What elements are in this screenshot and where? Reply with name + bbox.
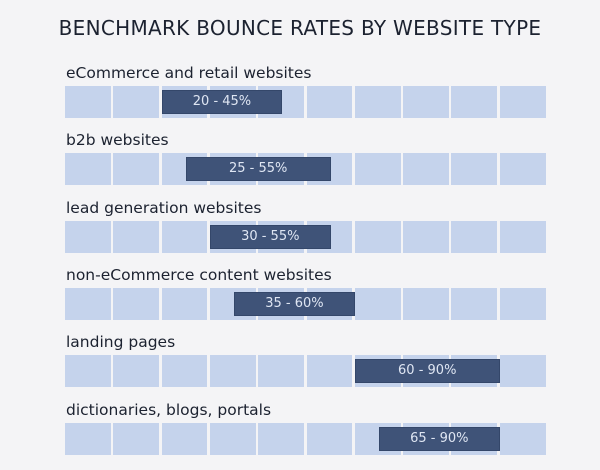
grid-cell xyxy=(499,220,546,253)
grid-cell xyxy=(451,86,498,118)
grid-cell xyxy=(161,220,208,253)
grid-cell xyxy=(65,422,111,455)
range-bar-dictionaries-blogs-portals: 65 - 90% xyxy=(378,426,500,451)
grid-cell xyxy=(65,287,111,320)
grid-cell xyxy=(354,153,401,186)
grid-cell xyxy=(403,86,449,118)
grid-cell xyxy=(113,355,160,388)
grid-cell xyxy=(354,220,401,253)
grid-cell xyxy=(306,355,353,388)
category-label-ecommerce-and-retail-websites: eCommerce and retail websites xyxy=(66,64,312,82)
grid-cell xyxy=(161,287,208,320)
grid-cell xyxy=(258,355,305,388)
grid-cell xyxy=(499,355,546,388)
grid-cell xyxy=(113,86,160,118)
grid-cell xyxy=(451,153,498,186)
grid-cell xyxy=(65,355,111,388)
range-bar-ecommerce-and-retail-websites: 20 - 45% xyxy=(161,90,283,114)
grid-cell xyxy=(65,86,111,118)
range-bar-b2b-websites: 25 - 55% xyxy=(185,157,331,182)
grid-cell xyxy=(499,422,546,455)
category-label-lead-generation-websites: lead generation websites xyxy=(66,198,262,217)
category-label-dictionaries-blogs-portals: dictionaries, blogs, portals xyxy=(66,400,272,419)
grid-cell xyxy=(161,355,208,388)
category-label-b2b-websites: b2b websites xyxy=(66,131,169,150)
grid-cell xyxy=(113,220,160,253)
range-bar-non-ecommerce-content-websites: 35 - 60% xyxy=(234,291,355,316)
grid-cell xyxy=(403,220,449,253)
chart-title: BENCHMARK BOUNCE RATES BY WEBSITE TYPE xyxy=(58,16,542,40)
grid-cell xyxy=(499,153,546,186)
grid-cell xyxy=(113,153,160,186)
grid-cell xyxy=(209,422,256,455)
grid-cell xyxy=(209,355,256,388)
grid-cell xyxy=(403,153,449,186)
grid-cell xyxy=(161,422,208,455)
grid-cell xyxy=(499,86,546,118)
grid-cell xyxy=(65,153,111,186)
grid-cell xyxy=(354,86,401,118)
grid-cell xyxy=(306,422,353,455)
grid-cell xyxy=(258,422,305,455)
grid-cell xyxy=(451,220,498,253)
category-label-landing-pages: landing pages xyxy=(66,333,176,352)
range-bar-lead-generation-websites: 30 - 55% xyxy=(209,224,331,249)
grid-cell xyxy=(499,287,546,320)
grid-cell xyxy=(451,287,498,320)
grid-cell xyxy=(306,86,353,118)
grid-cell xyxy=(113,287,160,320)
grid-cell xyxy=(354,287,401,320)
grid-cell xyxy=(65,220,111,253)
category-label-non-ecommerce-content-websites: non-eCommerce content websites xyxy=(66,265,332,284)
range-bar-landing-pages: 60 - 90% xyxy=(354,359,500,384)
grid-cell xyxy=(113,422,160,455)
grid-cell xyxy=(403,287,449,320)
